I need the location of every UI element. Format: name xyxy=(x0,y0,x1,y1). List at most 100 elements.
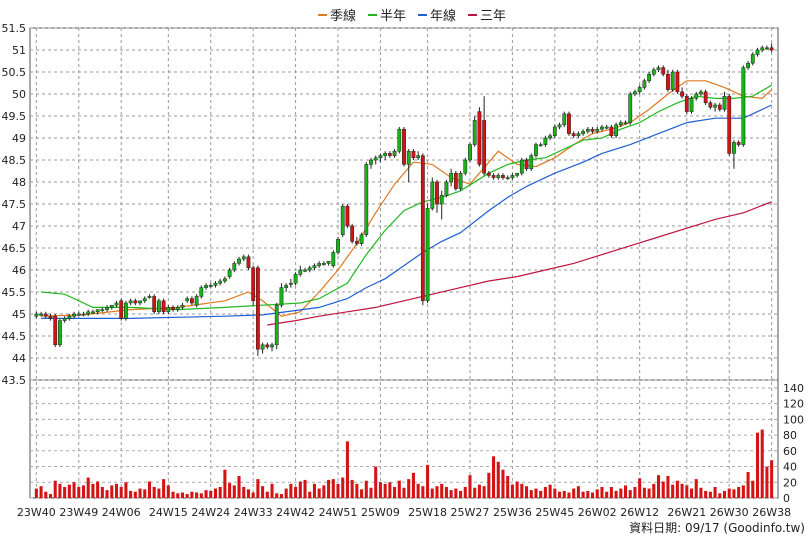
volume-bar xyxy=(713,486,717,498)
volume-bar xyxy=(355,483,359,498)
volume-bar xyxy=(138,488,142,498)
candle-body xyxy=(241,256,246,260)
price-tick-label: 50 xyxy=(12,88,26,101)
volume-bar xyxy=(727,488,731,498)
volume-bar xyxy=(383,483,387,498)
volume-bar xyxy=(143,489,147,498)
volume-bar xyxy=(289,483,293,498)
candle-body xyxy=(119,300,124,319)
candle-body xyxy=(189,298,194,304)
time-tick-label: 23W40 xyxy=(17,506,56,519)
candle-body xyxy=(260,344,265,350)
volume-bar xyxy=(591,492,595,498)
candle-body xyxy=(760,47,765,51)
volume-bar xyxy=(322,485,326,498)
candle-body xyxy=(684,95,689,112)
price-tick-label: 48.5 xyxy=(2,154,27,167)
volume-bar xyxy=(369,487,373,498)
volume-bar xyxy=(722,490,727,498)
candle-body xyxy=(505,177,510,180)
time-tick-label: 26W38 xyxy=(752,506,791,519)
volume-bar xyxy=(656,475,661,498)
candle-body xyxy=(255,267,260,350)
candle-body xyxy=(175,307,180,310)
candle-body xyxy=(67,315,72,319)
volume-bar xyxy=(91,483,95,498)
volume-bar xyxy=(312,483,316,498)
volume-bar xyxy=(48,494,53,498)
volume-bar xyxy=(548,484,552,498)
candle-body xyxy=(109,304,114,308)
candle-body xyxy=(199,287,204,297)
volume-tick-label: 120 xyxy=(783,398,804,411)
volume-bar xyxy=(558,491,562,498)
volume-bar xyxy=(34,488,38,498)
candle-body xyxy=(204,285,208,288)
volume-bar xyxy=(317,488,321,498)
volume-bar xyxy=(242,486,246,498)
candle-body xyxy=(595,128,600,132)
time-axis: 23W40 23W49 24W06 24W15 24W24 24W33 24W42 24W51… xyxy=(17,506,791,519)
price-tick-label: 45.5 xyxy=(2,286,27,299)
volume-bar xyxy=(482,486,486,498)
candle-body xyxy=(765,47,769,50)
volume-bar xyxy=(473,487,477,498)
volume-tick-label: 60 xyxy=(783,445,797,458)
volume-bar xyxy=(147,481,152,498)
volume-bar xyxy=(223,469,227,498)
volume-bar xyxy=(218,486,222,498)
candle-body xyxy=(246,256,251,269)
candle-body xyxy=(637,87,642,93)
volume-bar xyxy=(176,493,180,498)
candle-body xyxy=(482,120,487,174)
volume-bar xyxy=(685,485,689,498)
volume-tick-label: 100 xyxy=(783,413,804,426)
volume-bar xyxy=(256,479,260,498)
volume-bar xyxy=(364,480,368,498)
volume-bar xyxy=(525,486,529,498)
candle-body xyxy=(769,47,774,51)
volume-bar xyxy=(633,486,637,498)
candle-body xyxy=(453,172,458,189)
candle-body xyxy=(312,265,317,269)
candle-body xyxy=(326,260,331,264)
candle-body xyxy=(680,91,684,97)
candle-body xyxy=(128,300,133,304)
candle-body xyxy=(307,267,312,271)
candle-body xyxy=(567,113,571,134)
price-tick-label: 47 xyxy=(12,220,26,233)
time-tick-label: 23W49 xyxy=(59,506,98,519)
volume-bar xyxy=(737,486,741,498)
candle-body xyxy=(39,313,43,316)
candle-body xyxy=(562,113,567,126)
candle-body xyxy=(251,267,256,302)
candle-body xyxy=(548,135,553,139)
candle-body xyxy=(755,49,760,55)
volume-bar xyxy=(129,490,133,498)
volume-bar xyxy=(251,492,255,498)
candle-body xyxy=(138,300,142,304)
volume-bar xyxy=(199,493,203,498)
candle-body xyxy=(232,263,237,271)
candle-body xyxy=(194,296,199,306)
volume-bar xyxy=(440,483,444,498)
volume-bar xyxy=(237,475,241,498)
volume-bar xyxy=(614,490,618,498)
candle-body xyxy=(604,126,609,129)
volume-bar xyxy=(421,486,425,498)
volume-bar xyxy=(468,475,472,498)
candle-body xyxy=(468,144,472,161)
volume-bar xyxy=(718,493,722,498)
candle-body xyxy=(114,302,119,306)
candle-body xyxy=(72,313,76,317)
candle-body xyxy=(387,153,392,156)
volume-bar xyxy=(675,480,679,498)
volume-bar xyxy=(397,480,401,498)
volume-bar xyxy=(435,486,439,498)
volume-bar xyxy=(388,482,392,498)
candle-body xyxy=(321,263,326,265)
volume-bar xyxy=(562,490,566,498)
candle-body xyxy=(86,311,91,315)
volume-bar xyxy=(261,486,265,498)
volume-bar xyxy=(496,461,500,498)
